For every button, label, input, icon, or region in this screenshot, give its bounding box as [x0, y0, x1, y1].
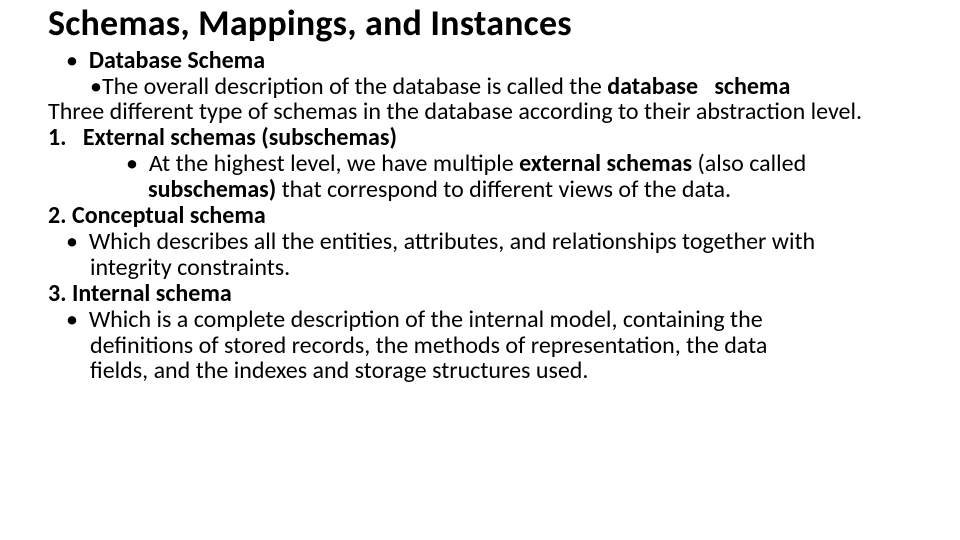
bullet-line: • Which is a complete description of the… — [48, 307, 912, 333]
bullet-icon: • — [90, 74, 102, 100]
numbered-line: 1. External schemas (subschemas) — [48, 125, 912, 151]
slide-title: Schemas, Mappings, and Instances — [48, 4, 912, 44]
text-line-cont: subschemas) that correspond to different… — [48, 177, 912, 203]
bullet-line: • At the highest level, we have multiple… — [48, 151, 912, 177]
text: Which is a complete description of the i… — [83, 305, 762, 334]
bullet-line: •The overall description of the database… — [48, 74, 912, 100]
bullet-icon: • — [66, 229, 78, 255]
numbered-line: 3. Internal schema — [48, 281, 912, 307]
bullet-icon: • — [66, 48, 78, 74]
text-bold: Database Schema — [83, 46, 265, 75]
text-bold: database schema — [607, 72, 790, 101]
text-line: Three different type of schemas in the d… — [48, 99, 912, 125]
text-bold: external schemas — [519, 149, 697, 178]
text: The overall description of the database … — [102, 72, 607, 101]
text-bold: subschemas) — [148, 175, 282, 204]
bullet-line: • Database Schema — [48, 48, 912, 74]
text-line-cont: integrity constraints. — [48, 255, 912, 281]
text-bold: 2. Conceptual schema — [48, 201, 266, 230]
bullet-icon: • — [66, 307, 78, 333]
text: At the highest level, we have multiple — [143, 149, 519, 178]
text-line-cont: definitions of stored records, the metho… — [48, 333, 912, 359]
bullet-line: • Which describes all the entities, attr… — [48, 229, 912, 255]
text-bold: 1. External schemas (subschemas) — [48, 123, 397, 152]
numbered-line: 2. Conceptual schema — [48, 203, 912, 229]
bullet-icon: • — [126, 151, 138, 177]
slide-body: • Database Schema •The overall descripti… — [48, 48, 912, 385]
text-bold: 3. Internal schema — [48, 279, 232, 308]
text: (also called — [697, 149, 806, 178]
slide: { "title": "Schemas, Mappings, and Insta… — [0, 0, 960, 540]
text: Which describes all the entities, attrib… — [83, 227, 815, 256]
text: that correspond to different views of th… — [282, 175, 731, 204]
text-line-cont: fields, and the indexes and storage stru… — [48, 358, 912, 384]
